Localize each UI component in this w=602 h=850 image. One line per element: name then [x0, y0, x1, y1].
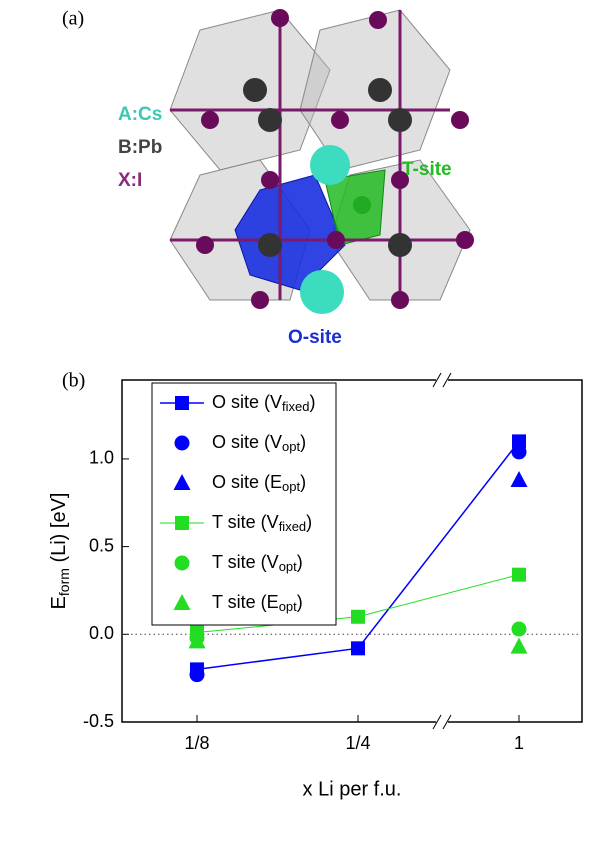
i-atom	[369, 11, 387, 29]
marker-triangle	[511, 638, 528, 654]
legend-box	[152, 383, 336, 625]
i-atom	[251, 291, 269, 309]
x-tick-label: 1/8	[184, 733, 209, 753]
i-atom	[456, 231, 474, 249]
pb-atom	[258, 233, 282, 257]
pb-atom	[388, 108, 412, 132]
i-atom	[327, 231, 345, 249]
pb-atom	[258, 108, 282, 132]
marker-triangle	[511, 471, 528, 487]
i-atom	[261, 171, 279, 189]
cs-atom	[310, 145, 350, 185]
marker-square	[512, 568, 526, 582]
t-site-label: T-site	[402, 159, 452, 180]
cs-atom	[300, 270, 344, 314]
legend-a: A:Cs	[118, 104, 162, 125]
x-tick-label: 1	[514, 733, 524, 753]
marker-circle	[175, 436, 190, 451]
marker-square	[175, 516, 189, 530]
o-site-label: O-site	[288, 327, 342, 348]
legend-x: X:I	[118, 170, 142, 191]
y-tick-label: -0.5	[83, 711, 114, 731]
li-atom	[353, 196, 371, 214]
legend-b: B:Pb	[118, 137, 162, 158]
marker-circle	[512, 622, 527, 637]
pb-atom	[368, 78, 392, 102]
y-tick-label: 1.0	[89, 448, 114, 468]
pb-atom	[388, 233, 412, 257]
i-atom	[196, 236, 214, 254]
i-atom	[271, 9, 289, 27]
y-tick-label: 0.0	[89, 623, 114, 643]
i-atom	[451, 111, 469, 129]
marker-square	[351, 610, 365, 624]
pb-atom	[243, 78, 267, 102]
i-atom	[201, 111, 219, 129]
page: (a) A:Cs B:Pb X:I T-	[0, 0, 602, 850]
i-atom	[391, 291, 409, 309]
marker-circle	[190, 667, 205, 682]
x-axis-label: x Li per f.u.	[303, 778, 402, 800]
marker-square	[351, 641, 365, 655]
x-tick-label: 1/4	[345, 733, 370, 753]
panel-label: (a)	[62, 8, 84, 30]
i-atom	[331, 111, 349, 129]
y-tick-label: 0.5	[89, 535, 114, 555]
figure: (a) A:Cs B:Pb X:I T-	[0, 0, 602, 850]
marker-circle	[512, 444, 527, 459]
marker-square	[175, 396, 189, 410]
panel-label: (b)	[62, 370, 85, 392]
marker-circle	[175, 556, 190, 571]
y-axis-label: Eform (Li) [eV]	[48, 493, 71, 610]
